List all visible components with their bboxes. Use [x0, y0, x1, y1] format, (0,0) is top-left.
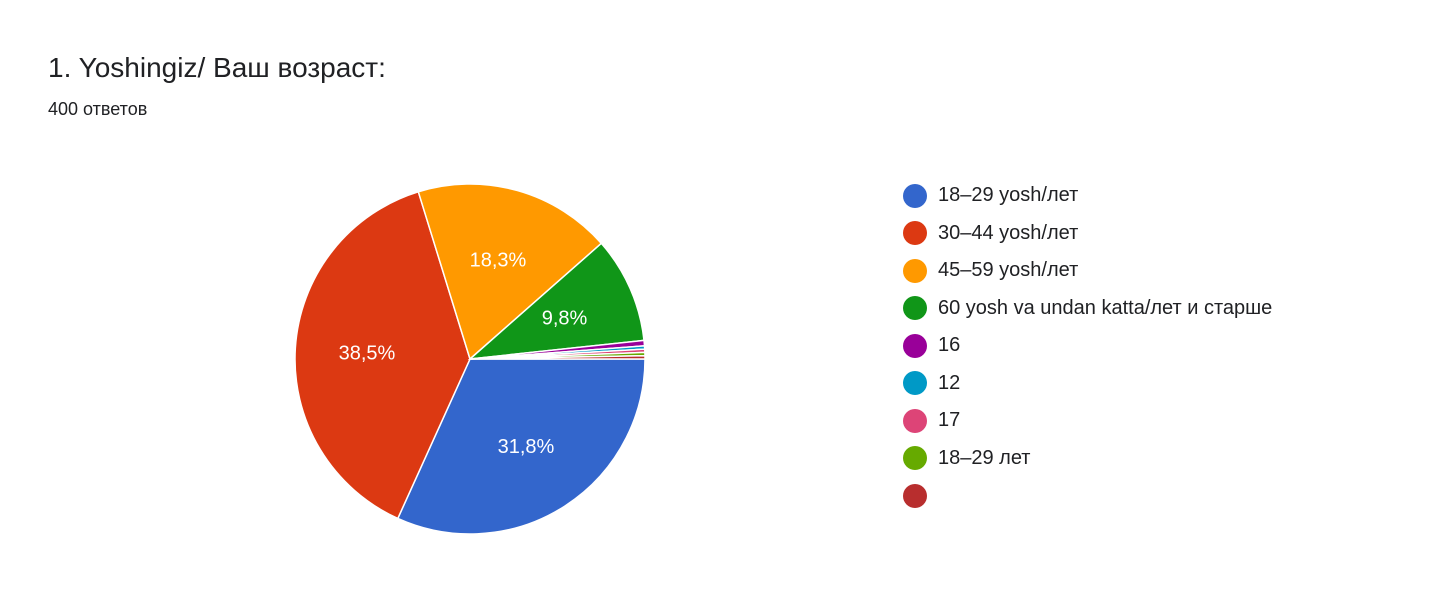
slice-value-label: 9,8% — [542, 307, 588, 329]
legend-label: 12 — [938, 371, 961, 394]
legend-label: 17 — [938, 409, 961, 432]
legend-item: 45–59 yosh/лет — [903, 252, 1272, 290]
legend-item: 17 — [903, 402, 1272, 440]
pie-slices — [294, 183, 646, 535]
chart-title: 1. Yoshingiz/ Ваш возраст: — [48, 52, 386, 83]
legend-swatch — [903, 258, 927, 283]
pie-slice-9 — [469, 354, 646, 360]
legend-label: 18–29 лет — [938, 446, 1031, 469]
legend-item: 12 — [903, 365, 1272, 403]
legend-label: 18–29 yosh/лет — [938, 184, 1079, 207]
slice-value-label: 31,8% — [498, 436, 555, 458]
legend-item: 18–29 лет — [903, 440, 1272, 478]
legend-swatch — [903, 296, 927, 321]
legend-label: 16 — [938, 334, 961, 357]
pie-slice-labels: 31,8% 38,5% 18,3% 9,8% — [339, 250, 588, 458]
legend-label: 30–44 yosh/лет — [938, 221, 1079, 244]
legend-swatch — [903, 221, 927, 246]
chart-legend: 18–29 yosh/лет 30–44 yosh/лет 45–59 yosh/л… — [903, 177, 1272, 515]
legend-item: 18–29 yosh/лет — [903, 177, 1272, 215]
legend-item: 16 — [903, 327, 1272, 365]
pie-slice-4 — [467, 242, 645, 360]
legend-item — [903, 477, 1272, 515]
slice-value-label: 38,5% — [339, 343, 396, 365]
legend-label: 60 yosh va undan katta/лет и старше — [938, 296, 1273, 319]
legend-item: 60 yosh va undan katta/лет и старше — [903, 290, 1272, 328]
legend-swatch — [903, 183, 927, 208]
legend-swatch — [903, 446, 927, 471]
legend-swatch — [903, 483, 927, 508]
legend-label: 45–59 yosh/лет — [938, 259, 1079, 282]
legend-item: 30–44 yosh/лет — [903, 215, 1272, 253]
pie-slice-1 — [396, 358, 646, 535]
legend-swatch — [903, 408, 927, 433]
pie-slice-2 — [294, 190, 471, 520]
slice-value-label: 18,3% — [470, 250, 527, 272]
legend-swatch — [903, 333, 927, 358]
response-count: 400 ответов — [48, 99, 148, 119]
legend-swatch — [903, 371, 927, 396]
pie-slice-3 — [417, 183, 603, 361]
